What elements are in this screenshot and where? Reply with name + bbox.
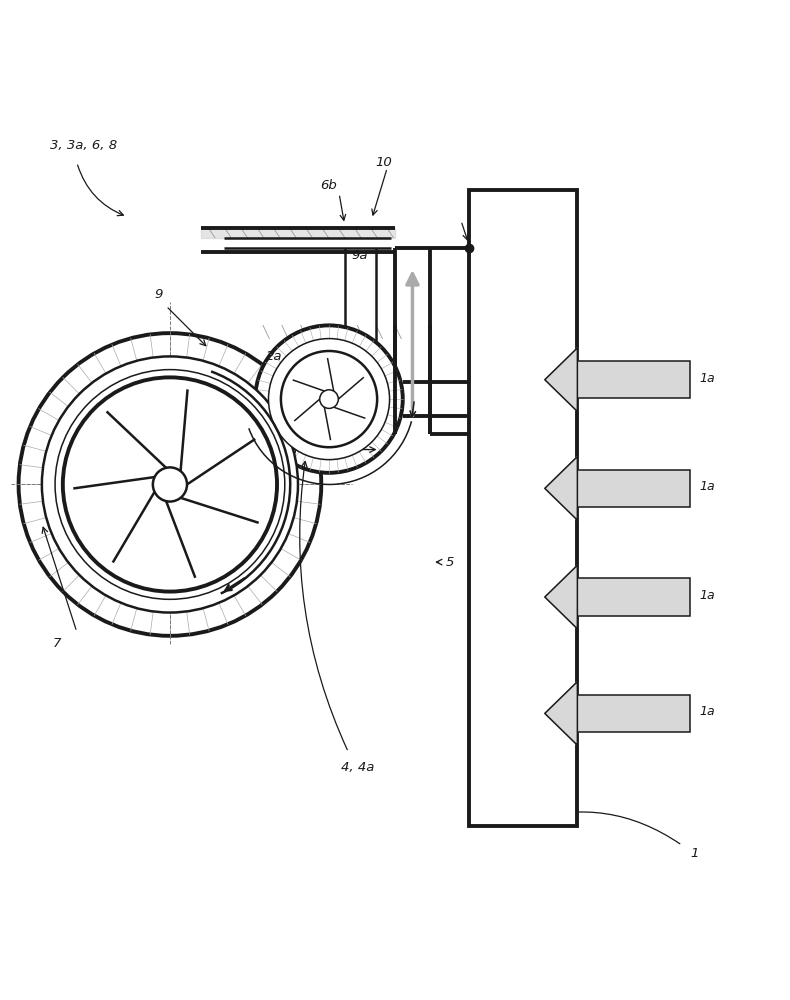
Text: 1a: 1a: [699, 372, 715, 385]
Circle shape: [19, 333, 322, 636]
Circle shape: [63, 377, 277, 592]
Text: 3, 3a, 6, 8: 3, 3a, 6, 8: [50, 139, 117, 152]
Text: 6b: 6b: [321, 179, 337, 192]
Bar: [468, 190, 577, 826]
Text: 5a, 5b: 5a, 5b: [468, 202, 510, 215]
Text: 2b: 2b: [593, 486, 609, 499]
Bar: [577, 695, 690, 732]
Circle shape: [269, 339, 389, 460]
Text: 1a: 1a: [699, 480, 715, 493]
Polygon shape: [545, 457, 577, 520]
Text: 9: 9: [154, 288, 163, 301]
Text: 1a: 1a: [699, 589, 715, 602]
Text: 2: 2: [96, 466, 104, 479]
Polygon shape: [545, 565, 577, 629]
Text: 7: 7: [53, 637, 62, 650]
Polygon shape: [201, 228, 395, 238]
Text: 6a: 6a: [281, 443, 298, 456]
Polygon shape: [545, 348, 577, 412]
Text: 4, 4a: 4, 4a: [340, 761, 374, 774]
Circle shape: [320, 390, 338, 408]
Circle shape: [281, 351, 377, 447]
Text: 9a: 9a: [352, 249, 368, 262]
Circle shape: [42, 356, 298, 613]
Text: 5: 5: [446, 556, 453, 569]
Polygon shape: [545, 682, 577, 745]
Circle shape: [255, 325, 403, 473]
Text: 1a: 1a: [699, 705, 715, 718]
Text: 7a: 7a: [262, 528, 279, 541]
Bar: [577, 470, 690, 507]
Text: 2a: 2a: [266, 350, 283, 363]
Text: 10: 10: [375, 156, 393, 169]
Bar: [577, 361, 690, 398]
Text: 1: 1: [690, 847, 698, 860]
Circle shape: [152, 467, 187, 502]
Bar: [577, 578, 690, 616]
